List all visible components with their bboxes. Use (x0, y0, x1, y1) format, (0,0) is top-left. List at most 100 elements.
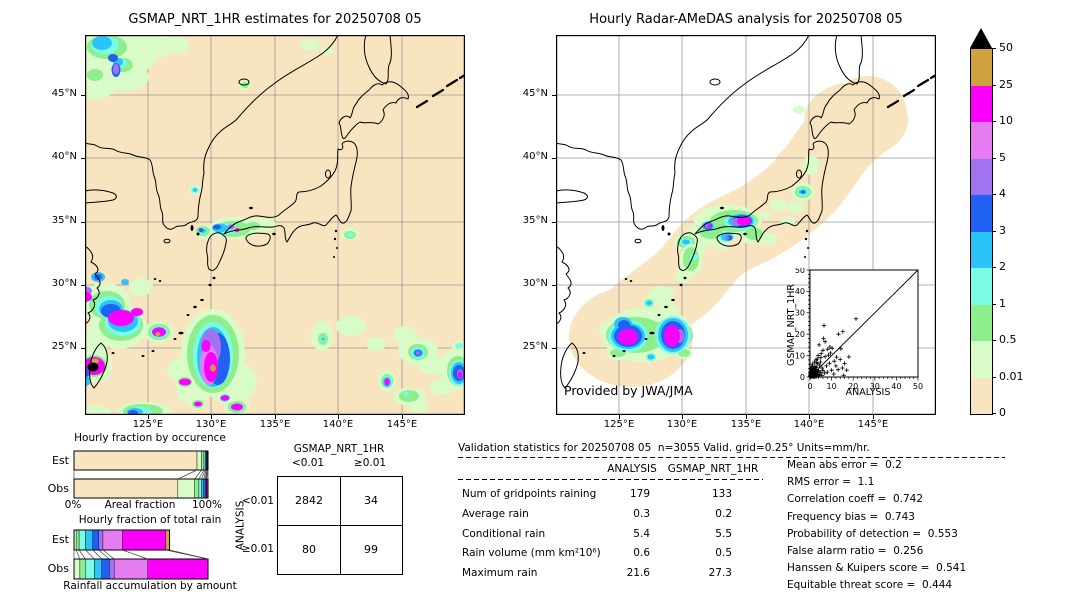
lon-tick-label: 145°E (857, 419, 889, 430)
totalrain-est-label: Est (52, 533, 69, 546)
svg-text:40: 40 (795, 287, 805, 296)
contingency-col-label-ge: ≥0.01 (353, 457, 387, 469)
score-row: Correlation coeff = 0.742 (787, 493, 923, 506)
colorbar-tick (992, 267, 996, 268)
precipitation-blobs (599, 106, 819, 362)
contingency-col-label-lt: <0.01 (291, 457, 325, 469)
inset-ylabel: GSMAP_NRT_1HR (786, 284, 797, 366)
colorbar-segment (971, 268, 992, 305)
totalrain-xlabel: Rainfall accumulation by amount (63, 580, 237, 592)
colorbar-tick-label: 5 (999, 150, 1006, 164)
lon-tick-label: 140°E (322, 419, 354, 430)
colorbar-tick (992, 48, 996, 49)
lon-tick-label: 130°E (666, 419, 698, 430)
colorbar-tick (992, 194, 996, 195)
svg-text:50: 50 (913, 382, 923, 391)
colorbar-tick (992, 230, 996, 232)
colorbar-tick-label: 0.01 (999, 369, 1024, 383)
colorbar-segment (971, 341, 992, 378)
contingency-cell-01: 34 (364, 494, 378, 507)
axis-tick (552, 95, 556, 96)
occurrence-chart (73, 450, 209, 499)
gsmap-map-title: GSMAP_NRT_1HR estimates for 20250708 05 (128, 12, 422, 27)
validation-row: Conditional rain 5.4 5.5 (462, 527, 732, 540)
axis-tick (81, 222, 85, 223)
colorbar-segment (971, 377, 992, 414)
colorbar-segment (971, 158, 992, 195)
lon-tick-label: 145°E (386, 419, 418, 430)
totalrain-chart-title: Hourly fraction of total rain (78, 514, 222, 526)
axis-tick (552, 285, 556, 286)
validation-row: Num of gridpoints raining 179 133 (462, 488, 732, 500)
colorbar-tick-label: 3 (999, 223, 1006, 237)
lat-tick-label: 45°N (522, 88, 548, 99)
svg-text:0: 0 (807, 382, 812, 391)
lon-tick-label: 140°E (793, 419, 825, 430)
svg-text:10: 10 (827, 382, 837, 391)
axis-tick (81, 285, 85, 286)
colorbar-tick-label: 50 (999, 41, 1013, 54)
colorbar-segment (971, 49, 992, 86)
colorbar-segment (971, 231, 992, 268)
map-border (556, 35, 936, 415)
axis-tick (81, 158, 85, 159)
colorbar-tick-label: 2 (999, 260, 1006, 273)
colorbar-tick-label: 25 (999, 77, 1013, 91)
svg-text:30: 30 (795, 309, 805, 318)
lon-tick-label: 135°E (259, 419, 291, 430)
colorbar-tick-label: 1 (999, 296, 1006, 310)
data-credit: Provided by JWA/JMA (564, 383, 693, 398)
validation-col-gsmap: GSMAP_NRT_1HR (667, 463, 759, 475)
lon-tick-label: 135°E (730, 419, 762, 430)
contingency-row-group: ANALYSIS (234, 500, 247, 551)
validation-title: Validation statistics for 20250708 05 n=… (458, 442, 870, 454)
lon-tick-label: 125°E (603, 419, 635, 430)
colorbar-segment (971, 304, 992, 341)
colorbar-tick (992, 157, 996, 159)
axis-tick (148, 415, 149, 419)
axis-tick (552, 348, 556, 349)
svg-text:20: 20 (848, 382, 858, 391)
lat-tick-label: 25°N (522, 341, 548, 352)
lat-tick-label: 40°N (522, 151, 548, 162)
gsmap-map (85, 35, 465, 415)
score-row: False alarm ratio = 0.256 (787, 544, 924, 557)
precipitation-blobs (85, 35, 465, 415)
lat-tick-label: 35°N (522, 215, 548, 226)
radar-map-title: Hourly Radar-AMeDAS analysis for 2025070… (589, 12, 903, 27)
score-row: RMS error = 1.1 (787, 476, 875, 489)
svg-text:50: 50 (795, 268, 805, 275)
axis-tick (809, 415, 810, 419)
validation-row: Rain volume (mm km²10⁶) 0.6 0.5 (462, 547, 732, 560)
divider-dashed (458, 457, 1005, 458)
svg-text:30: 30 (870, 382, 880, 391)
colorbar-over-triangle (970, 28, 992, 48)
lat-tick-label: 30°N (51, 278, 77, 289)
score-row: Hanssen & Kuipers score = 0.541 (787, 562, 967, 575)
occurrence-est-label: Est (52, 454, 69, 467)
colorbar-tick-label: 10 (999, 114, 1013, 127)
axis-tick (338, 415, 339, 419)
occurrence-obs-label: Obs (47, 482, 69, 495)
scatter-plot: 00 10 10 20 20 30 30 40 40 50 50 GSMAP_NRT_1HR ANA… (786, 266, 923, 398)
colorbar-bar (970, 48, 993, 415)
colorbar-segment (971, 195, 992, 232)
axis-tick (402, 415, 403, 419)
lon-tick-label: 130°E (195, 419, 227, 430)
occurrence-chart-title: Hourly fraction by occurence (74, 432, 226, 444)
colorbar-segment (971, 85, 992, 122)
axis-tick (873, 415, 874, 419)
radar-map-panel: Hourly Radar-AMeDAS analysis for 2025070… (523, 12, 936, 430)
validation-rows: Num of gridpoints raining 179 133 Average r… (458, 485, 778, 584)
colorbar-tick (992, 340, 996, 341)
contingency-row-label-ge: ≥0.01 (241, 543, 274, 555)
score-list: Mean abs error = 0.2 RMS error = 1.1 Corre… (787, 459, 966, 597)
colorbar-tick-label: 4 (999, 187, 1006, 200)
lat-tick-label: 25°N (51, 341, 77, 352)
occurrence-x100-label: 100% (191, 499, 223, 511)
axis-tick (552, 158, 556, 159)
colorbar-tick (992, 84, 996, 86)
contingency-cell-11: 99 (364, 543, 378, 556)
axis-tick (81, 95, 85, 96)
